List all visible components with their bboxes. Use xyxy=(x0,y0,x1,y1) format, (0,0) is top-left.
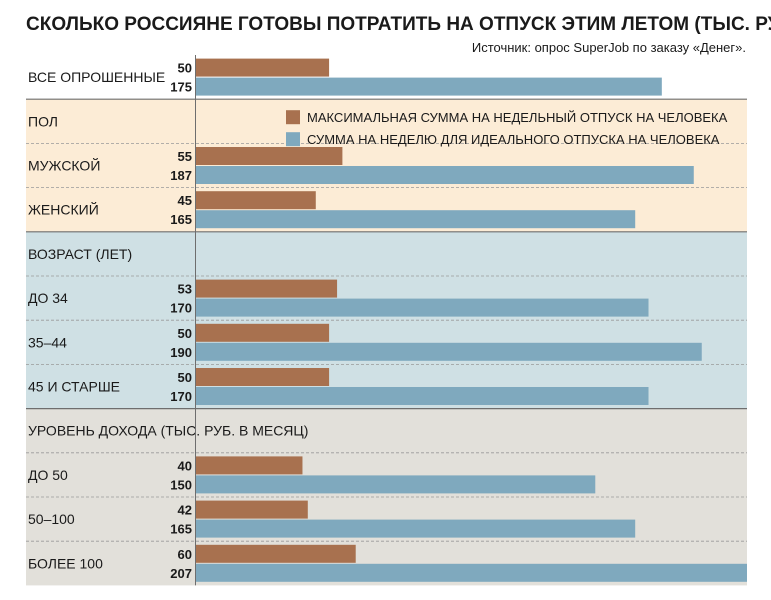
category-label: 45 И СТАРШЕ xyxy=(28,379,120,395)
bar-max-sum xyxy=(196,279,338,298)
bar-max-sum xyxy=(196,544,356,563)
value-label: 50 xyxy=(178,61,192,76)
value-label: 45 xyxy=(178,193,192,208)
value-label: 170 xyxy=(170,301,192,316)
bar-ideal-sum xyxy=(196,210,636,229)
group-header: ПОЛ xyxy=(28,113,58,129)
category-label: 50–100 xyxy=(28,511,75,527)
value-label: 60 xyxy=(178,547,192,562)
category-label: ДО 34 xyxy=(28,290,68,306)
bar-ideal-sum xyxy=(196,77,662,96)
category-label: БОЛЕЕ 100 xyxy=(28,555,103,571)
legend-label: МАКСИМАЛЬНАЯ СУММА НА НЕДЕЛЬНЫЙ ОТПУСК Н… xyxy=(307,110,728,125)
value-label: 170 xyxy=(170,389,192,404)
category-label: ВСЕ ОПРОШЕННЫЕ xyxy=(28,69,165,85)
category-label: 35–44 xyxy=(28,334,67,350)
value-label: 150 xyxy=(170,477,192,492)
legend-swatch xyxy=(286,110,300,125)
bar-max-sum xyxy=(196,323,330,342)
bar-max-sum xyxy=(196,58,330,77)
value-label: 165 xyxy=(170,522,192,537)
bar-ideal-sum xyxy=(196,166,694,184)
value-label: 207 xyxy=(170,566,192,581)
value-label: 175 xyxy=(170,80,192,95)
value-label: 53 xyxy=(178,282,192,297)
legend-label: СУММА НА НЕДЕЛЮ ДЛЯ ИДЕАЛЬНОГО ОТПУСКА Н… xyxy=(307,132,720,147)
category-label: ЖЕНСКИЙ xyxy=(28,201,99,218)
bar-ideal-sum xyxy=(196,298,649,317)
bar-ideal-sum xyxy=(196,387,649,405)
group-header: ВОЗРАСТ (ЛЕТ) xyxy=(28,246,132,262)
value-label: 165 xyxy=(170,212,192,227)
bar-max-sum xyxy=(196,147,343,165)
value-label: 55 xyxy=(178,149,192,164)
category-label: ДО 50 xyxy=(28,467,68,483)
bar-max-sum xyxy=(196,368,330,386)
bar-max-sum xyxy=(196,500,308,519)
bar-ideal-sum xyxy=(196,563,747,582)
section-background xyxy=(26,99,747,232)
bar-ideal-sum xyxy=(196,519,636,538)
chart-source: Источник: опрос SuperJob по заказу «Дене… xyxy=(472,40,746,55)
value-label: 42 xyxy=(178,503,192,518)
value-label: 187 xyxy=(170,168,192,183)
value-label: 40 xyxy=(178,458,192,473)
group-header: УРОВЕНЬ ДОХОДА (ТЫС. РУБ. В МЕСЯЦ) xyxy=(28,423,308,439)
category-label: МУЖСКОЙ xyxy=(28,157,100,174)
value-label: 50 xyxy=(178,326,192,341)
legend-swatch xyxy=(286,132,300,147)
chart-body: ВСЕ ОПРОШЕННЫЕ 50 175 ПОЛ МУЖСКОЙ 55 187 ЖЕНСКИ… xyxy=(26,55,747,586)
chart-title: СКОЛЬКО РОССИЯНЕ ГОТОВЫ ПОТРАТИТЬ НА ОТП… xyxy=(26,14,771,35)
value-label: 190 xyxy=(170,345,192,360)
bar-max-sum xyxy=(196,456,303,475)
bar-ideal-sum xyxy=(196,475,596,494)
bar-ideal-sum xyxy=(196,342,702,361)
bar-max-sum xyxy=(196,191,316,210)
value-label: 50 xyxy=(178,370,192,385)
